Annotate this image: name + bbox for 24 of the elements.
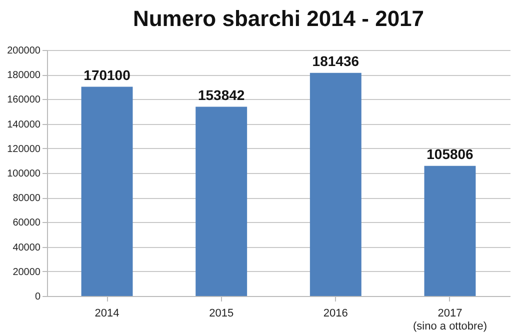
y-tick-label: 180000 [7,70,41,82]
bar [81,86,133,296]
y-tick-label: 40000 [12,242,41,254]
data-label: 105806 [426,146,474,162]
data-label: 170100 [84,66,131,83]
y-tick-label: 140000 [7,119,41,130]
bar [196,106,248,296]
y-tick-label: 100000 [7,168,41,180]
x-tick-label: 2015 [209,308,234,320]
data-label: 181436 [312,52,360,69]
x-tick-label: 2016 [323,308,348,320]
y-tick-label: 0 [34,292,41,302]
y-tick-label: 160000 [7,94,41,106]
y-tick-label: 200000 [7,46,41,56]
chart-title: Numero sbarchi 2014 - 2017 [132,6,424,31]
x-tick-label: 2017 (sino a ottobre) [412,308,487,332]
y-tick-label: 60000 [12,218,41,229]
bar [424,166,476,296]
data-label: 153842 [198,86,245,103]
y-tick-label: 20000 [12,266,41,278]
y-tick-label: 80000 [12,193,41,204]
y-tick-label: 120000 [7,144,41,155]
x-tick-label: 2014 [94,308,120,320]
bar [310,72,362,296]
